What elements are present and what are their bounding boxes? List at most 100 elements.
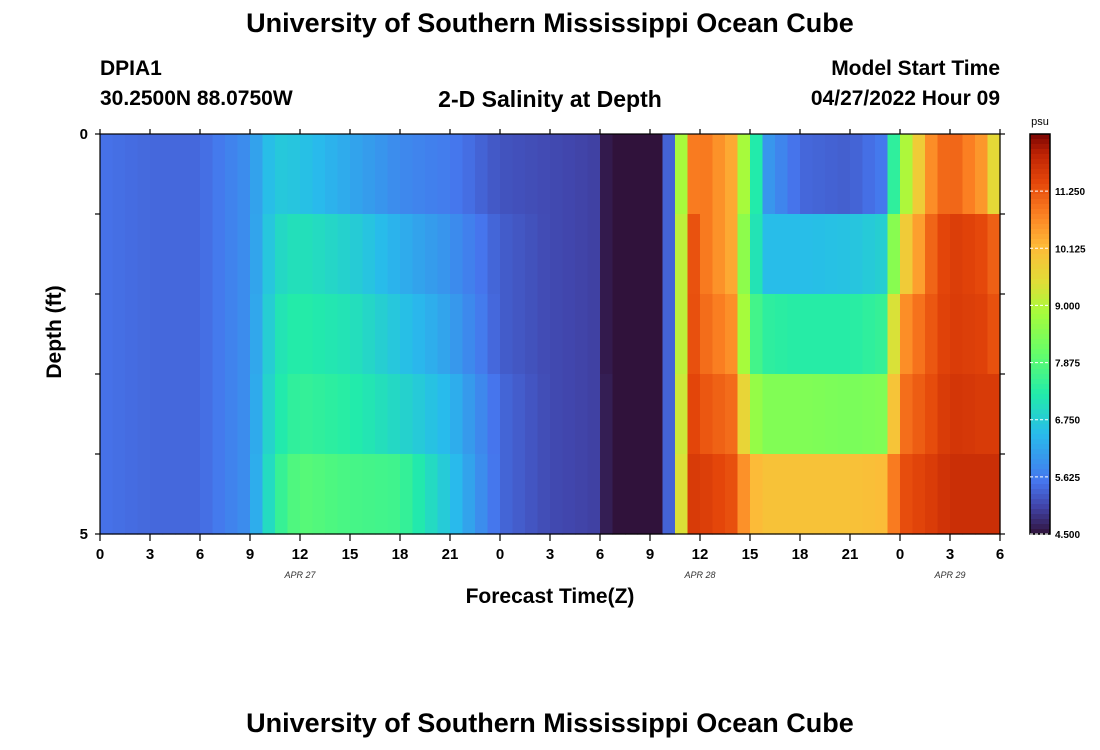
heatmap-cell xyxy=(187,454,201,535)
heatmap-cell xyxy=(537,134,551,215)
heatmap-cell xyxy=(125,454,139,535)
colorbar: psu 4.500 5.625 6.750 7.875 9.000 10.125 11.250 xyxy=(1029,116,1086,541)
colorbar-swatch xyxy=(1030,394,1050,400)
heatmap-cell xyxy=(950,134,964,215)
heatmap-cell xyxy=(225,454,239,535)
x-tick-label: 12 xyxy=(692,546,709,563)
heatmap-cell xyxy=(825,374,839,455)
heatmap-cell xyxy=(500,214,514,295)
heatmap-cell xyxy=(737,214,751,295)
heatmap-cell xyxy=(475,134,489,215)
colorbar-swatch xyxy=(1030,249,1050,255)
heatmap-cell xyxy=(987,214,1001,295)
heatmap-cell xyxy=(662,294,676,375)
heatmap-cell xyxy=(700,214,714,295)
heatmap-cell xyxy=(837,134,851,215)
x-axis-title: Forecast Time(Z) xyxy=(465,585,635,608)
heatmap-cell xyxy=(700,294,714,375)
heatmap-cell xyxy=(612,374,626,455)
heatmap-cell xyxy=(312,294,326,375)
heatmap-cell xyxy=(775,214,789,295)
heatmap-cell xyxy=(562,374,576,455)
heatmap-cell xyxy=(237,134,251,215)
heatmap-cell xyxy=(112,134,126,215)
heatmap-cell xyxy=(500,454,514,535)
page-title: University of Southern Mississippi Ocean… xyxy=(246,8,854,38)
heatmap-cell xyxy=(337,214,351,295)
heatmap-cell xyxy=(312,374,326,455)
heatmap-cell xyxy=(300,374,314,455)
heatmap-cell xyxy=(225,134,239,215)
colorbar-tick-label: 11.250 xyxy=(1055,187,1085,198)
x-tick-label: 6 xyxy=(196,546,204,563)
heatmap-cell xyxy=(112,374,126,455)
heatmap-cell xyxy=(225,214,239,295)
heatmap-cell xyxy=(750,374,764,455)
heatmap-cell xyxy=(987,294,1001,375)
colorbar-swatch xyxy=(1030,349,1050,355)
y-tick-label: 5 xyxy=(80,526,88,543)
heatmap-cell xyxy=(200,374,214,455)
heatmap-cell xyxy=(575,214,589,295)
heatmap-cell xyxy=(175,294,189,375)
heatmap-cell xyxy=(237,214,251,295)
heatmap-cell xyxy=(562,454,576,535)
heatmap-cell xyxy=(550,294,564,375)
heatmap-cell xyxy=(337,454,351,535)
heatmap-cell xyxy=(750,454,764,535)
colorbar-swatch xyxy=(1030,399,1050,405)
colorbar-swatch xyxy=(1030,209,1050,215)
colorbar-swatch xyxy=(1030,219,1050,225)
heatmap-cell xyxy=(875,134,889,215)
colorbar-swatch xyxy=(1030,489,1050,495)
heatmap-cell xyxy=(687,134,701,215)
heatmap-cell xyxy=(675,214,689,295)
colorbar-swatch xyxy=(1030,369,1050,375)
heatmap-cell xyxy=(812,454,826,535)
colorbar-swatch xyxy=(1030,164,1050,170)
heatmap-cell xyxy=(500,294,514,375)
heatmap-cell xyxy=(600,214,614,295)
heatmap-cell xyxy=(275,294,289,375)
heatmap-cell xyxy=(275,454,289,535)
colorbar-tick-label: 4.500 xyxy=(1055,530,1080,541)
heatmap-cell xyxy=(325,294,339,375)
heatmap-cell xyxy=(825,454,839,535)
heatmap-cell xyxy=(862,134,876,215)
heatmap-cell xyxy=(400,454,414,535)
heatmap-cell xyxy=(437,134,451,215)
colorbar-swatch xyxy=(1030,169,1050,175)
colorbar-swatch xyxy=(1030,339,1050,345)
heatmap-cell xyxy=(650,214,664,295)
heatmap-cell xyxy=(262,214,276,295)
heatmap-cell xyxy=(325,134,339,215)
heatmap-cell xyxy=(625,454,639,535)
heatmap-cell xyxy=(825,214,839,295)
colorbar-swatch xyxy=(1030,234,1050,240)
plot-title: 2-D Salinity at Depth xyxy=(438,86,662,112)
heatmap-cell xyxy=(200,214,214,295)
heatmap-cell xyxy=(900,294,914,375)
heatmap-cell xyxy=(887,214,901,295)
heatmap-cell xyxy=(525,214,539,295)
heatmap-cell xyxy=(387,454,401,535)
heatmap-cell xyxy=(262,294,276,375)
colorbar-swatch xyxy=(1030,439,1050,445)
heatmap-cell xyxy=(237,454,251,535)
colorbar-swatch xyxy=(1030,224,1050,230)
colorbar-swatch xyxy=(1030,499,1050,505)
heatmap-cell xyxy=(450,294,464,375)
heatmap-cell xyxy=(562,294,576,375)
heatmap-cell xyxy=(287,214,301,295)
heatmap-cell xyxy=(937,134,951,215)
heatmap-cell xyxy=(737,374,751,455)
heatmap-cell xyxy=(750,214,764,295)
heatmap-cell xyxy=(937,294,951,375)
heatmap-cell xyxy=(462,374,476,455)
heatmap-cell xyxy=(875,454,889,535)
heatmap-cell xyxy=(762,134,776,215)
x-tick-label: 9 xyxy=(246,546,254,563)
heatmap-cell xyxy=(400,374,414,455)
heatmap-cell xyxy=(112,454,126,535)
colorbar-swatch xyxy=(1030,329,1050,335)
